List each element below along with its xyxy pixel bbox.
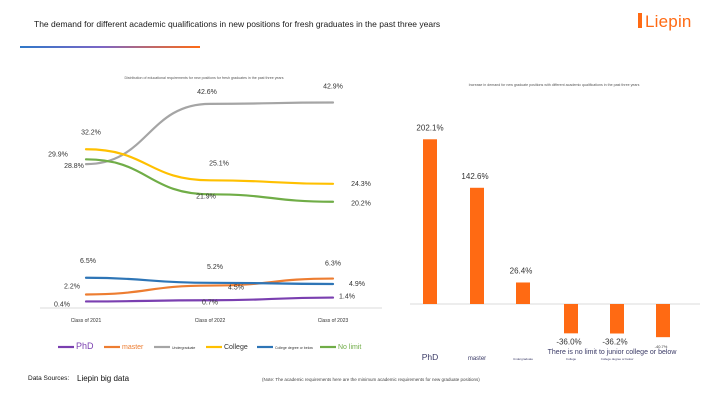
line-data-label-undergraduate-2: 42.9% xyxy=(323,84,343,91)
title-underline xyxy=(20,46,200,48)
footer-note: (Note: The academic requirements here ar… xyxy=(262,377,480,382)
line-chart-title: Distribution of educational requirements… xyxy=(124,76,283,80)
line-data-label-master-1: 4.5% xyxy=(228,285,244,292)
bar-chart: Increase in demand for new graduate posi… xyxy=(410,83,700,362)
bar-value-label-2: 26.4% xyxy=(510,266,533,275)
bar-value-label-5: -40.7% xyxy=(655,344,668,349)
line-data-label-college-1: 25.1% xyxy=(209,160,229,167)
line-x-tick-label: Class of 2022 xyxy=(195,318,226,324)
line-data-label-no_limit-1: 21.9% xyxy=(196,193,216,200)
line-data-label-college-2: 24.3% xyxy=(351,181,371,188)
bar-4 xyxy=(610,304,624,334)
line-x-tick-label: Class of 2023 xyxy=(318,318,349,324)
line-data-label-master-2: 6.3% xyxy=(325,261,341,268)
line-data-label-phd-1: 0.7% xyxy=(202,299,218,306)
footer-source-label: Data Sources: xyxy=(28,375,70,382)
logo-text: Liepin xyxy=(645,12,692,31)
bar-chart-bars-group xyxy=(423,139,670,338)
legend-label-college: College xyxy=(224,344,248,351)
bar-1 xyxy=(470,187,484,304)
footer-source-value: Liepin big data xyxy=(77,374,130,383)
bar-chart-title: Increase in demand for new graduate posi… xyxy=(469,83,640,87)
bar-value-label-1: 142.6% xyxy=(461,172,488,181)
line-data-label-college-0: 32.2% xyxy=(81,129,101,136)
line-data-label-phd-2: 1.4% xyxy=(339,294,355,301)
line-data-label-college_below-2: 4.9% xyxy=(349,281,365,288)
line-chart: Distribution of educational requirements… xyxy=(40,76,382,351)
line-series-undergraduate xyxy=(84,101,335,166)
line-x-tick-label: Class of 2021 xyxy=(71,318,102,324)
bar-5 xyxy=(656,304,670,338)
bar-category-label-2: Undergraduate xyxy=(513,357,533,361)
line-chart-data-labels: 0.4% 0.7% 1.4% 2.2% 4.5% 6.3% 28.8% 42.6% 42.9% 3… xyxy=(48,84,371,309)
line-data-label-phd-0: 0.4% xyxy=(54,301,70,308)
line-data-label-master-0: 2.2% xyxy=(64,283,80,290)
bar-chart-category-labels: PhD master Undergraduate College College deg… xyxy=(422,349,678,362)
line-data-label-no_limit-0: 29.9% xyxy=(48,151,68,158)
bar-category-label-0: PhD xyxy=(422,352,439,362)
bar-chart-data-labels: 202.1% 142.6% 26.4% -36.0% -36.2% -40.7% xyxy=(416,123,667,349)
line-series-phd xyxy=(84,296,335,303)
legend-label-phd: PhD xyxy=(76,341,94,351)
line-chart-legend: PhD master Undergraduate College College deg… xyxy=(58,341,361,351)
bar-category-label-4: College degree or below xyxy=(601,357,634,361)
logo-bracket-icon xyxy=(638,13,642,28)
bar-3 xyxy=(564,304,578,334)
bar-category-label-3: College xyxy=(566,357,577,361)
legend-label-college_below: College degree or below xyxy=(275,346,313,350)
line-chart-x-ticks: Class of 2021 Class of 2022 Class of 2023 xyxy=(71,318,349,324)
line-data-label-college_below-0: 6.5% xyxy=(80,258,96,265)
line-series-college_below xyxy=(84,276,335,286)
line-data-label-no_limit-2: 20.2% xyxy=(351,201,371,208)
bar-value-label-4: -36.2% xyxy=(602,338,627,347)
legend-label-no_limit: No limit xyxy=(338,344,361,351)
bar-category-label-1: master xyxy=(468,356,486,362)
line-chart-series-group xyxy=(84,101,335,303)
bar-value-label-0: 202.1% xyxy=(416,123,443,132)
bar-value-label-3: -36.0% xyxy=(556,337,581,346)
brand-logo: Liepin xyxy=(638,12,692,32)
line-series-master xyxy=(84,277,335,296)
line-series-college xyxy=(84,148,335,185)
line-series-no_limit xyxy=(84,158,335,203)
bar-0 xyxy=(423,139,437,304)
line-data-label-undergraduate-1: 42.6% xyxy=(197,89,217,96)
bar-2 xyxy=(516,282,530,304)
legend-label-undergraduate: Undergraduate xyxy=(172,346,195,350)
line-data-label-college_below-1: 5.2% xyxy=(207,264,223,271)
page-title: The demand for different academic qualif… xyxy=(34,19,441,29)
bar-category-label-5: There is no limit to junior college or b… xyxy=(548,349,678,356)
legend-label-master: master xyxy=(122,344,144,351)
line-data-label-undergraduate-0: 28.8% xyxy=(64,163,84,170)
